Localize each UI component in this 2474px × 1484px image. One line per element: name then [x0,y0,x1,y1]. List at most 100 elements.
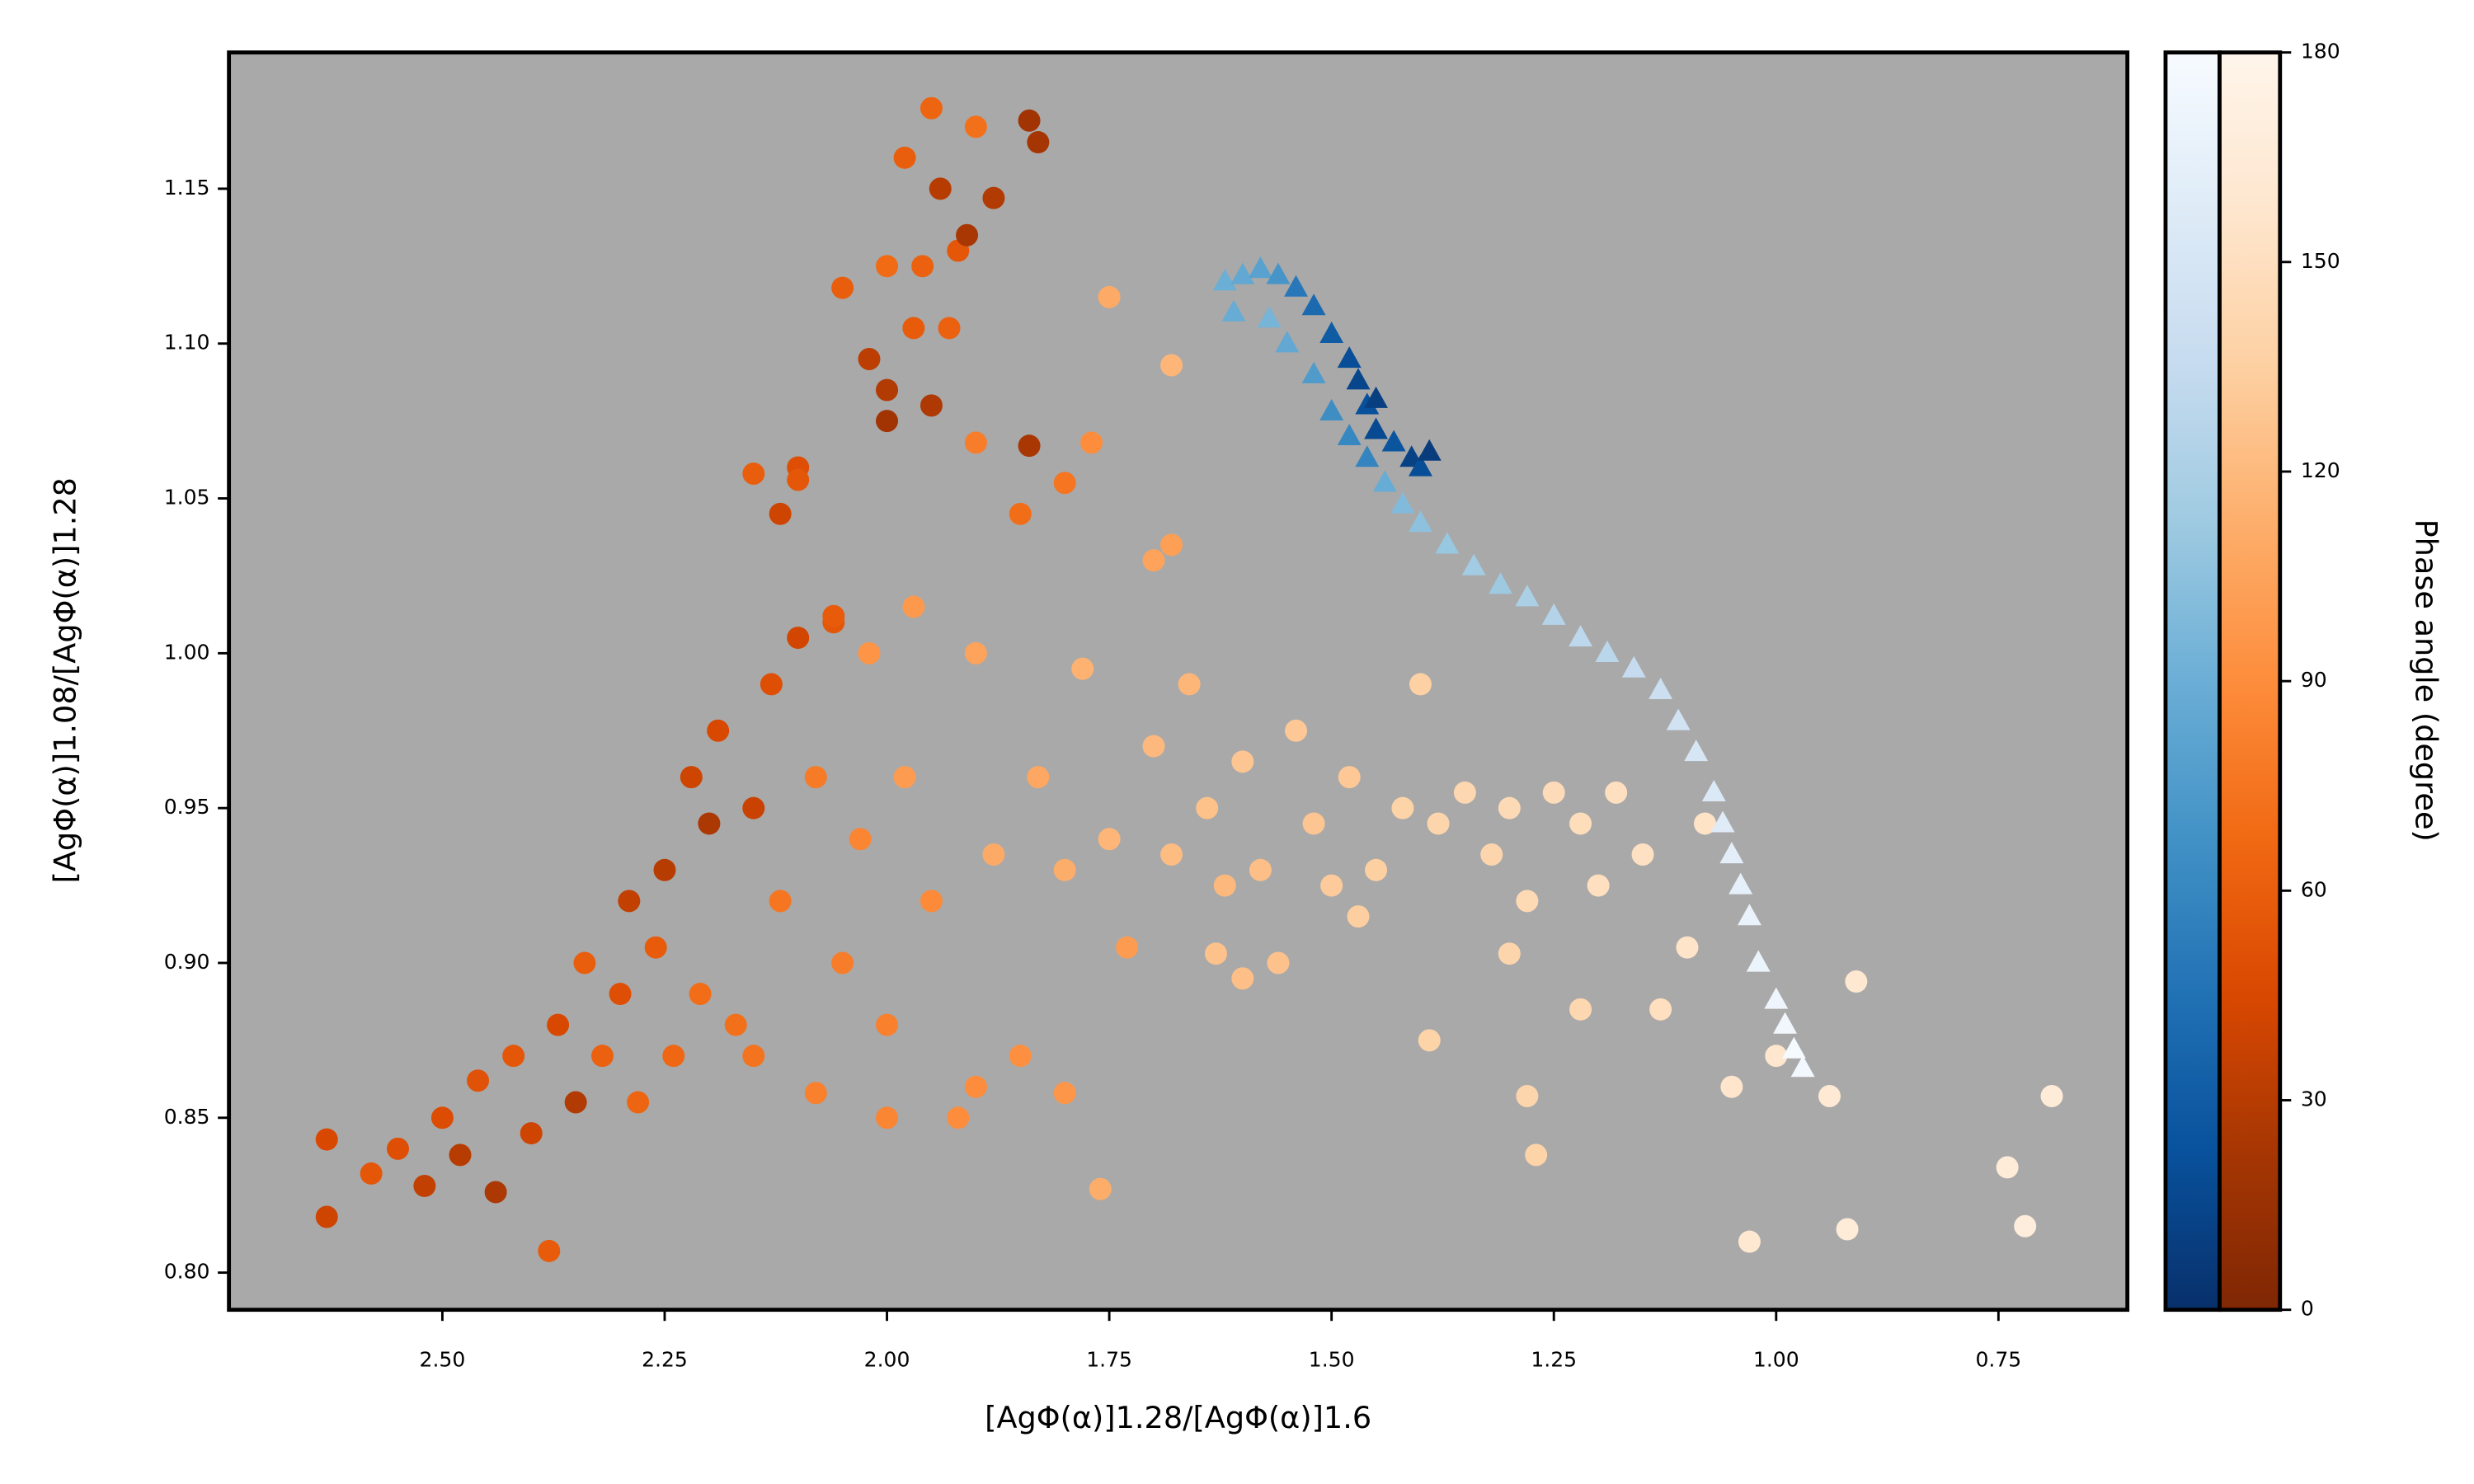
circle-point [698,812,721,835]
circle-point [902,317,925,340]
circle-point [538,1239,561,1262]
circle-point [1631,843,1654,866]
circle-point [315,1205,338,1228]
circle-point [1605,781,1628,804]
circle-point [876,410,899,433]
triangle-point [1257,306,1282,328]
circle-point [1516,890,1539,913]
circle-point [947,1106,970,1129]
circle-point [1498,942,1521,965]
triangle-point [1337,423,1362,446]
triangle-point [1773,1012,1798,1034]
triangle-point [1248,256,1272,279]
triangle-point [1409,454,1432,477]
circle-point [1418,1029,1441,1052]
circle-point [1365,858,1388,881]
triangle-point [1790,1055,1815,1078]
circle-point [1453,781,1476,804]
circle-point [964,431,987,454]
circle-point [547,1013,570,1036]
triangle-point [1489,572,1512,594]
circle-point [609,983,632,1006]
circle-point [413,1174,436,1197]
circle-point [1196,796,1219,819]
circle-point [902,595,925,618]
circle-point [911,255,934,278]
x-tick-label: 1.75 [1086,1347,1132,1371]
y-tick-label: 0.90 [164,950,210,974]
triangle-point [1684,740,1709,762]
circle-point [1694,812,1717,835]
circle-point [1204,942,1227,965]
triangle-point [1621,655,1646,678]
y-tick-label: 0.80 [164,1260,210,1284]
circle-point [1409,673,1432,696]
triangle-point [1417,439,1442,461]
triangle-point [1346,368,1371,390]
x-tick-label: 2.25 [642,1347,688,1371]
triangle-point [1301,361,1326,383]
x-tick-label: 1.25 [1531,1347,1577,1371]
y-tick-label: 1.05 [164,486,210,510]
x-tick-label: 2.50 [420,1347,466,1371]
circle-point [1018,434,1041,458]
circle-point [1053,858,1076,881]
circle-point [1649,998,1672,1021]
triangle-point [1319,322,1344,344]
triangle-point [1781,1036,1806,1059]
circle-point [1089,1177,1112,1200]
circle-point [1018,109,1041,132]
triangle-point [1595,640,1620,662]
circle-point [1142,735,1165,758]
circle-point [644,936,667,959]
circle-point [1160,843,1183,866]
circle-point [1525,1144,1548,1167]
triangle-point [1710,810,1735,833]
circle-point [1836,1218,1859,1241]
colorbar [2163,50,2222,1313]
circle-point [1009,502,1032,525]
circle-point [1027,131,1050,154]
triangle-point [1764,987,1789,1009]
circle-point [360,1162,383,1185]
triangle-point [1337,346,1362,369]
circle-point [769,890,792,913]
triangle-point [1515,585,1540,607]
triangle-point [1541,603,1566,625]
circle-point [430,1106,454,1129]
triangle-point [1284,275,1308,297]
circle-point [1569,998,1592,1021]
triangle-point [1435,532,1460,554]
circle-point [2040,1085,2063,1107]
x-tick-label: 2.00 [864,1347,910,1371]
circle-point [1267,951,1290,974]
circle-point [804,766,827,789]
circle-point [662,1045,685,1068]
circle-point [876,255,899,278]
circle-point [956,223,979,247]
circle-point [893,146,916,169]
triangle-point [1364,417,1389,439]
circle-point [742,796,765,819]
colorbar-tick-label: 150 [2301,249,2340,273]
circle-point [1053,472,1076,495]
circle-point [1391,796,1414,819]
triangle-point [1212,269,1237,291]
circle-point [1009,1045,1032,1068]
circle-point [1178,673,1201,696]
circle-point [858,641,881,665]
circle-point [876,1106,899,1129]
circle-point [2014,1214,2037,1237]
circle-point [1569,812,1592,835]
colorbar-tick-label: 30 [2301,1087,2327,1111]
circle-point [876,1013,899,1036]
circle-point [760,673,783,696]
triangle-point [1729,872,1753,895]
circle-point [1302,812,1325,835]
colorbar-tick-label: 180 [2301,40,2340,63]
circle-point [449,1144,472,1167]
circle-point [1213,874,1236,897]
triangle-point [1381,430,1406,452]
circle-point [822,604,845,627]
